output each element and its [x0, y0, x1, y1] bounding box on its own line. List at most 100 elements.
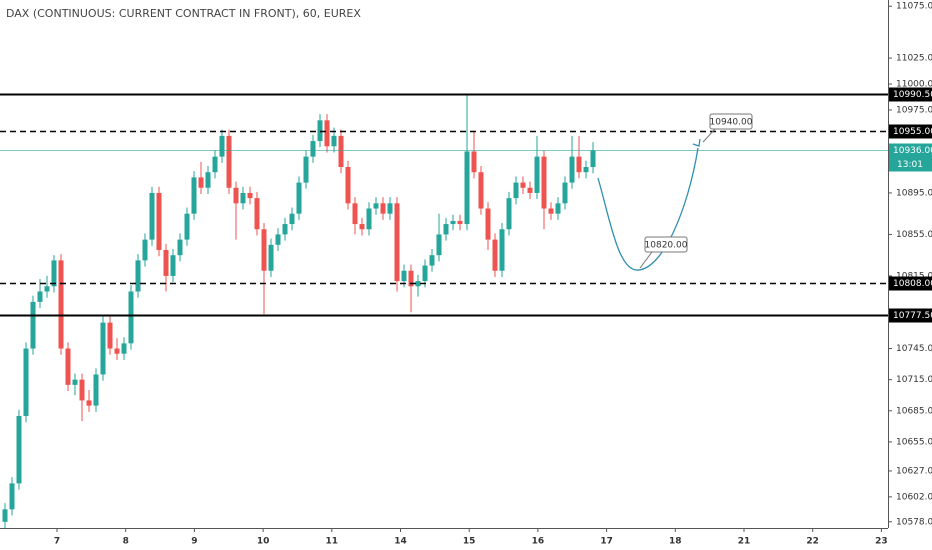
- candle-body: [156, 192, 162, 250]
- x-tick-label: 7: [54, 537, 60, 547]
- candle-body: [429, 255, 435, 266]
- projection-arrowhead: [692, 138, 701, 147]
- level-label: 10990.50: [893, 90, 932, 100]
- candle-body: [303, 156, 309, 183]
- candle-body: [527, 187, 533, 193]
- candle-body: [555, 203, 561, 214]
- level-label: 10777.50: [893, 311, 932, 321]
- candle-body: [583, 167, 589, 173]
- candle-body: [114, 348, 120, 354]
- candle-body: [177, 239, 183, 256]
- candle-body: [352, 203, 358, 225]
- candle-body: [240, 192, 246, 204]
- x-tick-label: 16: [532, 537, 545, 547]
- candle-body: [58, 260, 64, 349]
- level-label-box: [889, 87, 932, 102]
- callout-pointer: [702, 127, 717, 143]
- candle-body: [184, 213, 190, 240]
- x-tick-label: 23: [875, 537, 888, 547]
- x-tick-label: 8: [123, 537, 129, 547]
- chart-title: DAX (CONTINUOUS: CURRENT CONTRACT IN FRO…: [6, 7, 361, 20]
- candle-body: [534, 156, 540, 193]
- candle-body: [520, 182, 526, 188]
- candle-body: [282, 224, 288, 235]
- candle-body: [9, 483, 15, 510]
- candle-body: [331, 135, 337, 147]
- y-tick-label: 11000.00: [896, 80, 932, 90]
- candle-body: [457, 220, 463, 225]
- y-tick-label: 10655.00: [896, 437, 932, 447]
- y-tick-label: 11075.00: [896, 2, 932, 12]
- candle-body: [401, 270, 407, 282]
- candle-body: [436, 234, 442, 256]
- x-tick-label: 18: [669, 537, 682, 547]
- candle-body: [485, 208, 491, 240]
- candle-body: [212, 156, 218, 173]
- x-tick-label: 9: [191, 537, 197, 547]
- candle-body: [366, 208, 372, 230]
- x-tick-label: 14: [394, 537, 407, 547]
- candle-body: [387, 203, 393, 214]
- y-tick-label: 10895.00: [896, 188, 932, 198]
- level-label-box: [889, 276, 932, 291]
- y-tick-label: 11025.00: [896, 54, 932, 64]
- candle-body: [408, 270, 414, 287]
- candle-body: [107, 322, 113, 349]
- candle-body: [289, 213, 295, 225]
- candle-body: [464, 151, 470, 225]
- candle-body: [373, 203, 379, 209]
- y-tick-label: 10602.00: [896, 492, 932, 502]
- candle-body: [478, 172, 484, 209]
- candle-body: [359, 224, 365, 230]
- candle-body: [2, 509, 8, 522]
- y-tick-label: 10855.00: [896, 230, 932, 240]
- projection-curve: [597, 147, 699, 271]
- level-label-box: [889, 308, 932, 323]
- candle-body: [296, 182, 302, 214]
- candle-body: [317, 120, 323, 142]
- x-tick-label: 10: [257, 537, 270, 547]
- candle-body: [149, 192, 155, 240]
- callout-box: [644, 236, 688, 253]
- candle-body: [492, 239, 498, 271]
- candle-body: [163, 249, 169, 276]
- x-tick-label: 15: [463, 537, 476, 547]
- candle-body: [422, 265, 428, 282]
- candle-body: [121, 343, 127, 354]
- callout-label: 10940.00: [710, 118, 753, 128]
- callout-pointer: [639, 251, 653, 269]
- candle-body: [233, 187, 239, 204]
- candle-body: [380, 203, 386, 214]
- candle-body: [394, 203, 400, 282]
- candle-body: [450, 220, 456, 225]
- candle-body: [548, 208, 554, 214]
- candle-body: [23, 348, 29, 416]
- candle-body: [205, 172, 211, 188]
- candle-body: [345, 167, 351, 204]
- candle-body: [142, 239, 148, 261]
- plot-area: [0, 93, 888, 528]
- candle-body: [128, 291, 134, 344]
- x-tick-label: 21: [738, 537, 751, 547]
- callout-box: [709, 113, 753, 130]
- callout-label: 10820.00: [645, 241, 688, 251]
- candle-body: [51, 260, 57, 287]
- candle-body: [16, 415, 22, 484]
- y-tick-label: 10975.00: [896, 105, 932, 115]
- candle-body: [254, 198, 260, 230]
- candle-body: [415, 281, 421, 287]
- y-tick-label: 10578.00: [896, 517, 932, 527]
- candle-body: [79, 379, 85, 401]
- candle-body: [541, 156, 547, 209]
- x-tick-label: 17: [600, 537, 613, 547]
- candle-body: [324, 120, 330, 147]
- candle-body: [562, 182, 568, 204]
- candle-body: [135, 260, 141, 292]
- candle-body: [268, 244, 274, 271]
- x-tick-label: 11: [326, 537, 339, 547]
- y-tick-label: 10715.00: [896, 375, 932, 385]
- candle-body: [310, 141, 316, 157]
- candle-body: [275, 234, 281, 245]
- candle-body: [338, 135, 344, 168]
